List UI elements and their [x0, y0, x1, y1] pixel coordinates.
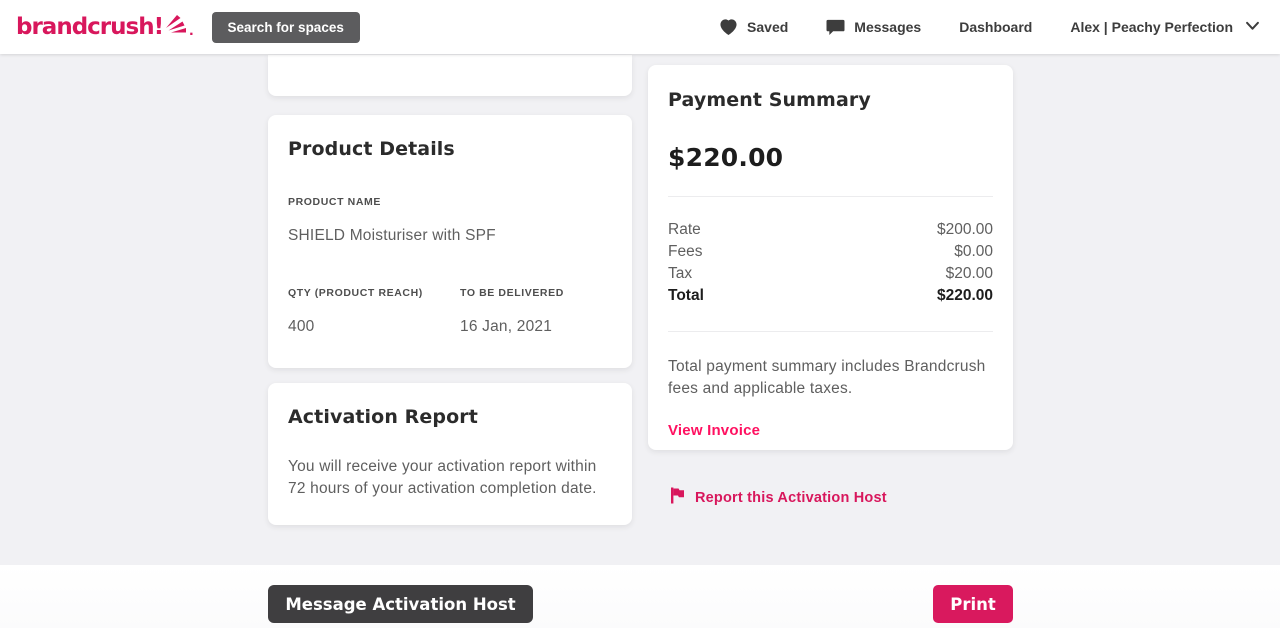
delivery-label: TO BE DELIVERED — [460, 287, 564, 299]
payment-row-value: $220.00 — [936, 287, 993, 304]
report-activation-host-label: Report this Activation Host — [695, 489, 887, 506]
product-meta-row: QTY (PRODUCT REACH) 400 TO BE DELIVERED … — [288, 287, 612, 336]
print-button[interactable]: Print — [933, 585, 1013, 623]
nav-saved[interactable]: Saved — [719, 18, 788, 36]
heart-icon — [719, 18, 738, 36]
payment-total-amount: $220.00 — [668, 143, 784, 172]
delivery-field: TO BE DELIVERED 16 Jan, 2021 — [460, 287, 612, 336]
payment-row-total: Total $220.00 — [668, 285, 993, 307]
divider — [668, 196, 993, 197]
nav-saved-label: Saved — [747, 19, 789, 35]
product-details-title: Product Details — [288, 138, 455, 160]
account-menu-label: Alex | Peachy Perfection — [1070, 19, 1233, 35]
activation-report-body: You will receive your activation report … — [288, 458, 597, 497]
payment-breakdown: Rate $200.00 Fees $0.00 Tax $20.00 Total… — [668, 219, 993, 307]
chevron-down-icon — [1245, 18, 1260, 36]
flag-icon — [670, 487, 685, 508]
account-menu[interactable]: Alex | Peachy Perfection — [1070, 18, 1260, 36]
nav-dashboard[interactable]: Dashboard — [959, 19, 1032, 35]
payment-row-label: Rate — [668, 221, 701, 238]
divider — [668, 331, 993, 332]
nav-messages-label: Messages — [854, 19, 922, 35]
qty-field: QTY (PRODUCT REACH) 400 — [288, 287, 460, 336]
top-navbar: brandcrush! . Search for spaces — [0, 0, 1280, 54]
nav-messages[interactable]: Messages — [826, 18, 921, 36]
payment-note: Total payment summary includes Brandcrus… — [668, 358, 986, 397]
payment-row-label: Fees — [668, 243, 703, 260]
navbar-right-group: Saved Messages Dashboard Alex | Peachy P… — [719, 18, 1260, 36]
payment-row-tax: Tax $20.00 — [668, 263, 993, 285]
message-activation-host-button[interactable]: Message Activation Host — [268, 585, 533, 623]
brandcrush-logo-dot: . — [189, 22, 194, 39]
payment-summary-title: Payment Summary — [668, 89, 871, 111]
scrolled-card-partial — [268, 55, 632, 96]
fan-burst-icon — [165, 15, 188, 38]
brandcrush-logo-text: brandcrush! — [16, 14, 164, 40]
view-invoice-link[interactable]: View Invoice — [668, 422, 761, 439]
delivery-value: 16 Jan, 2021 — [460, 318, 553, 335]
payment-row-rate: Rate $200.00 — [668, 219, 993, 241]
payment-row-value: $0.00 — [954, 243, 993, 260]
action-footer — [0, 565, 1280, 628]
qty-value: 400 — [288, 318, 315, 335]
payment-summary-card: Payment Summary $220.00 Rate $200.00 Fee… — [648, 65, 1013, 450]
chat-bubble-icon — [826, 18, 845, 36]
payment-row-value: $20.00 — [945, 265, 993, 282]
payment-row-value: $200.00 — [936, 221, 993, 238]
product-name-value: SHIELD Moisturiser with SPF — [288, 227, 496, 244]
report-activation-host-link[interactable]: Report this Activation Host — [670, 487, 887, 508]
product-details-card: Product Details PRODUCT NAME SHIELD Mois… — [268, 115, 632, 368]
product-name-label: PRODUCT NAME — [288, 196, 381, 208]
qty-label: QTY (PRODUCT REACH) — [288, 287, 423, 299]
activation-report-title: Activation Report — [288, 406, 478, 428]
product-name-field: PRODUCT NAME SHIELD Moisturiser with SPF — [288, 196, 612, 245]
brandcrush-logo[interactable]: brandcrush! . — [16, 15, 194, 39]
nav-dashboard-label: Dashboard — [959, 19, 1033, 35]
payment-row-label: Tax — [668, 265, 693, 282]
payment-row-label: Total — [668, 287, 704, 304]
search-for-spaces-button[interactable]: Search for spaces — [211, 11, 360, 43]
activation-report-card: Activation Report You will receive your … — [268, 383, 632, 525]
payment-row-fees: Fees $0.00 — [668, 241, 993, 263]
